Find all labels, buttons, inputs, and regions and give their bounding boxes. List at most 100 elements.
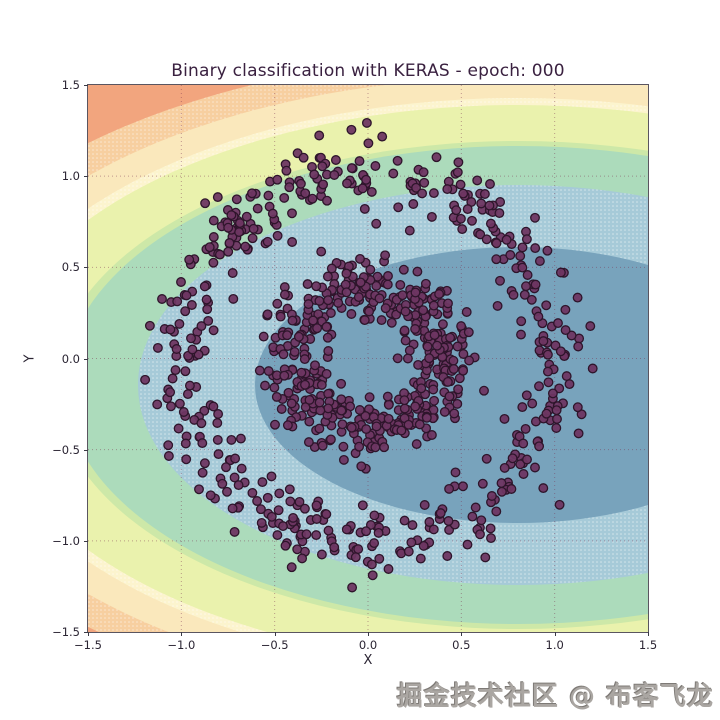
scatter-point-outer-circle — [481, 234, 492, 245]
scatter-point-outer-circle — [231, 194, 242, 205]
scatter-point-outer-circle — [196, 418, 207, 429]
scatter-point-inner-circle — [263, 366, 274, 377]
x-tick-mark — [274, 632, 276, 636]
scatter-point-inner-circle — [432, 340, 443, 351]
scatter-point-inner-circle — [271, 391, 282, 402]
scatter-point-outer-circle — [226, 434, 237, 445]
scatter-point-inner-circle — [458, 365, 469, 376]
scatter-point-outer-circle — [419, 500, 430, 510]
scatter-point-inner-circle — [321, 368, 332, 379]
scatter-point-inner-circle — [421, 412, 432, 423]
scatter-point-outer-circle — [212, 418, 223, 428]
x-tick-mark — [648, 632, 649, 636]
plot-area[interactable] — [87, 84, 649, 633]
scatter-point-inner-circle — [314, 423, 325, 434]
scatter-point-outer-circle — [284, 182, 295, 193]
scatter-point-outer-circle — [181, 454, 192, 465]
scatter-point-outer-circle — [212, 192, 223, 203]
scatter-point-inner-circle — [279, 289, 290, 300]
scatter-point-outer-circle — [194, 484, 204, 495]
scatter-point-outer-circle — [561, 371, 572, 382]
scatter-point-inner-circle — [371, 280, 382, 291]
scatter-point-inner-circle — [337, 419, 348, 430]
scatter-point-outer-circle — [330, 155, 341, 165]
scatter-point-inner-circle — [336, 405, 347, 416]
scatter-point-outer-circle — [295, 178, 306, 189]
y-tick-mark — [84, 632, 88, 633]
scatter-point-outer-circle — [458, 188, 469, 199]
scatter-point-outer-circle — [435, 508, 446, 519]
scatter-point-inner-circle — [321, 321, 332, 332]
scatter-point-outer-circle — [176, 277, 186, 287]
scatter-points — [140, 117, 598, 593]
x-tick-label: 0.0 — [358, 638, 378, 652]
scatter-point-inner-circle — [296, 367, 307, 378]
x-tick-label: −0.5 — [260, 638, 289, 652]
scatter-point-inner-circle — [410, 324, 421, 334]
scatter-point-outer-circle — [274, 488, 285, 499]
scatter-point-inner-circle — [316, 379, 327, 390]
y-tick-mark — [84, 85, 88, 86]
scatter-point-outer-circle — [180, 306, 191, 317]
scatter-point-outer-circle — [212, 434, 223, 445]
scatter-point-outer-circle — [298, 152, 309, 163]
scatter-point-inner-circle — [323, 295, 334, 306]
x-tick-mark — [554, 632, 556, 636]
scatter-point-outer-circle — [205, 490, 216, 501]
scatter-point-inner-circle — [287, 315, 298, 326]
scatter-point-outer-circle — [208, 325, 219, 336]
scatter-point-outer-circle — [486, 533, 496, 544]
scatter-point-inner-circle — [449, 408, 460, 419]
scatter-point-outer-circle — [585, 321, 596, 332]
scatter-point-outer-circle — [451, 205, 462, 216]
scatter-point-outer-circle — [455, 179, 466, 190]
scatter-point-inner-circle — [276, 404, 287, 414]
scatter-point-outer-circle — [457, 224, 468, 235]
scatter-point-outer-circle — [521, 390, 532, 401]
scatter-point-inner-circle — [428, 384, 439, 395]
scatter-point-inner-circle — [317, 440, 328, 451]
scatter-point-outer-circle — [517, 402, 528, 413]
scatter-point-outer-circle — [462, 539, 473, 550]
watermark-text: 掘金技术社区 @ 布客飞龙 — [396, 682, 714, 712]
scatter-point-outer-circle — [494, 208, 505, 219]
scatter-point-outer-circle — [491, 506, 502, 517]
scatter-point-inner-circle — [282, 420, 293, 431]
scatter-point-outer-circle — [285, 496, 296, 507]
scatter-point-inner-circle — [380, 250, 391, 261]
scatter-point-outer-circle — [572, 292, 583, 303]
scatter-point-outer-circle — [426, 211, 437, 222]
scatter-point-outer-circle — [357, 500, 368, 511]
scatter-point-outer-circle — [204, 242, 215, 253]
x-tick-label: −1.0 — [167, 638, 196, 652]
scatter-point-inner-circle — [336, 394, 347, 405]
scatter-point-inner-circle — [293, 331, 304, 342]
scatter-point-outer-circle — [178, 407, 189, 417]
scatter-point-outer-circle — [247, 188, 257, 199]
scatter-point-outer-circle — [554, 499, 565, 510]
scatter-point-inner-circle — [452, 341, 463, 352]
scatter-point-outer-circle — [370, 161, 381, 171]
scatter-point-outer-circle — [202, 304, 213, 315]
scatter-point-outer-circle — [492, 300, 503, 311]
scatter-point-outer-circle — [533, 311, 544, 322]
scatter-point-outer-circle — [318, 179, 329, 190]
scatter-point-inner-circle — [463, 327, 474, 338]
scatter-point-outer-circle — [163, 440, 174, 451]
scatter-point-outer-circle — [292, 544, 303, 555]
scatter-point-outer-circle — [281, 165, 292, 176]
scatter-point-outer-circle — [499, 462, 510, 473]
scatter-point-inner-circle — [382, 391, 393, 402]
scatter-point-outer-circle — [236, 463, 247, 474]
scatter-point-outer-circle — [508, 289, 519, 300]
scatter-point-inner-circle — [310, 360, 320, 371]
scatter-point-outer-circle — [170, 365, 181, 376]
scatter-point-inner-circle — [399, 403, 410, 414]
scatter-point-outer-circle — [329, 170, 340, 180]
scatter-point-outer-circle — [184, 254, 195, 265]
scatter-point-inner-circle — [312, 323, 323, 334]
scatter-point-outer-circle — [361, 117, 372, 128]
scatter-point-outer-circle — [186, 300, 197, 310]
scatter-point-outer-circle — [272, 530, 283, 541]
